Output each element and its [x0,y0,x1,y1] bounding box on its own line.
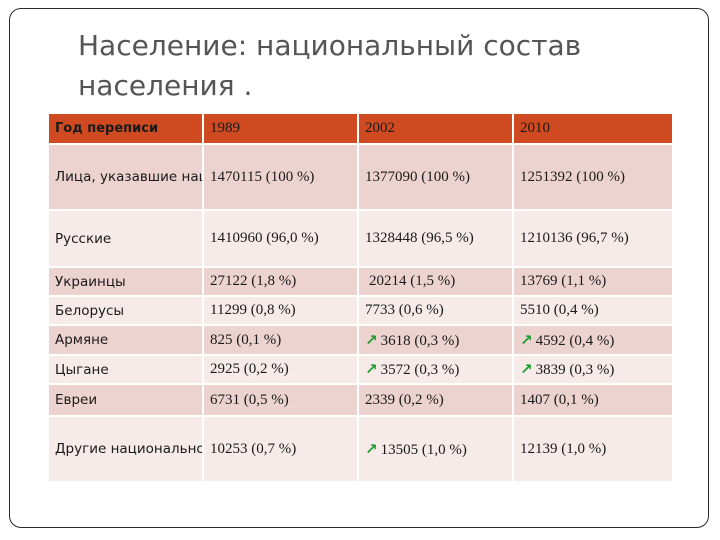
table-row: Другие национальности 10253 (0,7 %) ↗135… [49,416,672,483]
row-label: Русские [49,210,204,268]
table-row: Цыгане 2925 (0,2 %) ↗ 3572 (0,3 %) ↗ 3839 … [49,355,672,385]
up-right-arrow-icon: ↗ [520,330,533,349]
cell-2010: 12139 (1,0 %) [513,416,672,483]
table-row: Армяне 825 (0,1 %) ↗ 3618 (0,3 %) ↗ 4592 (… [49,325,672,356]
cell-2002: 1328448 (96,5 %) [358,210,514,268]
header-2002: 2002 [358,114,514,145]
cell-2002: ↗ 3618 (0,3 %) [358,325,514,356]
cell-1989: 1410960 (96,0 %) [203,210,359,268]
header-2010: 2010 [513,114,672,145]
cell-1989: 11299 (0,8 %) [203,296,359,326]
cell-2002: 20214 (1,5 %) [358,267,514,297]
header-year-label: Год переписи [49,114,204,145]
row-label: Белорусы [49,296,204,326]
cell-value: 3618 (0,3 %) [380,332,460,349]
row-label: Армяне [49,325,204,356]
cell-1989: 2925 (0,2 %) [203,355,359,385]
table-row: Лица, указавшие национальность 1470115 (… [49,144,672,211]
cell-1989: 825 (0,1 %) [203,325,359,356]
cell-2002: 2339 (0,2 %) [358,384,514,417]
cell-1989: 10253 (0,7 %) [203,416,359,483]
row-label: Лица, указавшие национальность [49,144,204,211]
cell-2002: ↗ 13505 (1,0 %) [358,416,514,483]
cell-value: 4592 (0,4 %) [535,332,615,349]
slide-title: Население: национальный состав населения… [78,29,582,102]
cell-1989: 27122 (1,8 %) [203,267,359,297]
slide-frame [9,8,709,528]
row-label: Евреи [49,384,204,417]
cell-value: 3839 (0,3 %) [535,362,615,378]
cell-2010: ↗ 4592 (0,4 %) [513,325,672,356]
table-row: Русские 1410960 (96,0 %) 1328448 (96,5 %… [49,210,672,268]
cell-2010: 13769 (1,1 %) [513,267,672,297]
row-label: Другие национальности [49,416,204,483]
census-table: Год переписи 1989 2002 2010 Лица, указав… [49,114,672,483]
cell-1989: 1470115 (100 %) [203,144,359,211]
cell-2010: 1210136 (96,7 %) [513,210,672,268]
table-header-row: Год переписи 1989 2002 2010 [49,114,672,145]
row-label: Украинцы [49,267,204,297]
cell-2002: 7733 (0,6 %) [358,296,514,326]
up-right-arrow-icon: ↗ [365,330,378,349]
cell-1989: 6731 (0,5 %) [203,384,359,417]
cell-2010: 5510 (0,4 %) [513,296,672,326]
cell-2002: ↗ 3572 (0,3 %) [358,355,514,385]
up-right-arrow-icon: ↗ [365,360,378,378]
row-label: Цыгане [49,355,204,385]
cell-value: 13505 (1,0 %) [380,441,467,458]
cell-2010: 1251392 (100 %) [513,144,672,211]
up-right-arrow-icon: ↗ [365,439,378,458]
cell-2010: ↗ 3839 (0,3 %) [513,355,672,385]
table-row: Белорусы 11299 (0,8 %) 7733 (0,6 %) 5510… [49,296,672,326]
table-row: Евреи 6731 (0,5 %) 2339 (0,2 %) 1407 (0,… [49,384,672,417]
cell-value: 3572 (0,3 %) [380,362,460,378]
cell-2002: 1377090 (100 %) [358,144,514,211]
table-row: Украинцы 27122 (1,8 %) 20214 (1,5 %) 137… [49,267,672,297]
up-right-arrow-icon: ↗ [520,360,533,378]
cell-2010: 1407 (0,1 %) [513,384,672,417]
header-1989: 1989 [203,114,359,145]
